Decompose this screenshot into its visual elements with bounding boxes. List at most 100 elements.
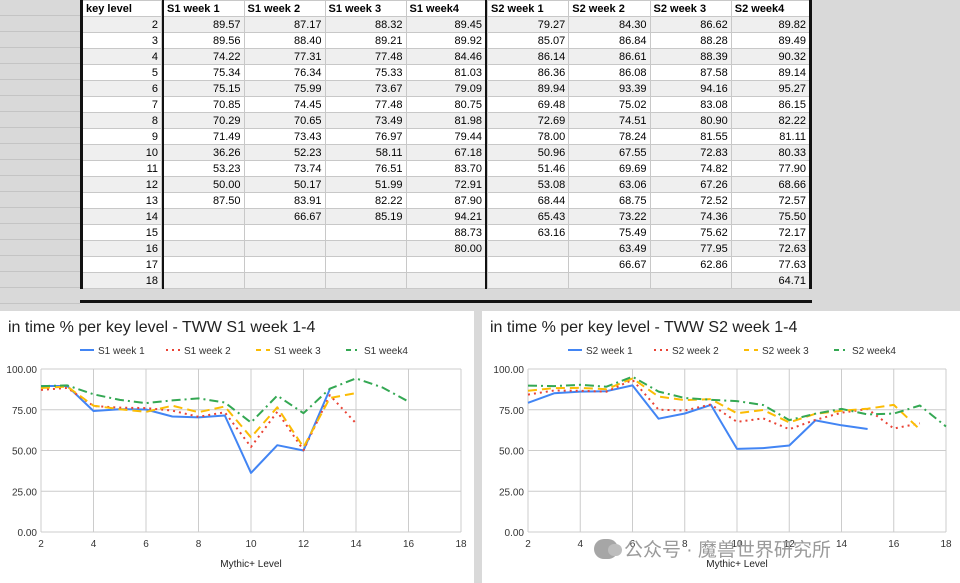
series-line-4[interactable]: [40, 377, 409, 424]
s1-cell[interactable]: 70.29: [162, 112, 245, 129]
s2-cell[interactable]: 82.22: [730, 112, 812, 129]
s2-cell[interactable]: 84.30: [568, 16, 651, 33]
s1-cell[interactable]: 81.98: [405, 112, 487, 129]
s1-cell[interactable]: 88.73: [405, 224, 487, 241]
s2-cell[interactable]: 72.52: [649, 192, 732, 209]
legend-label[interactable]: S1 week4: [364, 346, 408, 357]
s1-header[interactable]: S1 week 1: [162, 0, 245, 17]
s1-cell[interactable]: [324, 272, 407, 289]
s1-cell[interactable]: 70.65: [243, 112, 326, 129]
s1-cell[interactable]: [243, 224, 326, 241]
s1-cell[interactable]: 77.48: [324, 96, 407, 113]
series-line-4[interactable]: [527, 375, 947, 428]
s1-cell[interactable]: 89.21: [324, 32, 407, 49]
s1-cell[interactable]: [162, 224, 245, 241]
s1-cell[interactable]: 75.99: [243, 80, 326, 97]
s1-cell[interactable]: 73.49: [324, 112, 407, 129]
s2-cell[interactable]: 93.39: [568, 80, 651, 97]
key-level-cell[interactable]: 17: [81, 256, 162, 273]
s2-cell[interactable]: 86.14: [486, 48, 570, 65]
s2-header[interactable]: S2 week 2: [568, 0, 651, 17]
key-level-cell[interactable]: 4: [81, 48, 162, 65]
s1-cell[interactable]: [243, 272, 326, 289]
s2-cell[interactable]: 86.36: [486, 64, 570, 81]
series-line-1[interactable]: [41, 385, 331, 474]
series-line-2[interactable]: [527, 378, 921, 431]
series-line-3[interactable]: [40, 385, 357, 449]
s2-cell[interactable]: 86.15: [730, 96, 812, 113]
legend-label[interactable]: S2 week4: [852, 346, 896, 357]
s2-cell[interactable]: 75.62: [649, 224, 732, 241]
s1-cell[interactable]: 84.46: [405, 48, 487, 65]
s2-cell[interactable]: 63.16: [486, 224, 570, 241]
s1-cell[interactable]: [162, 272, 245, 289]
key-level-cell[interactable]: 2: [81, 16, 162, 33]
s1-cell[interactable]: 89.57: [162, 16, 245, 33]
s2-cell[interactable]: 94.16: [649, 80, 732, 97]
s2-cell[interactable]: 80.33: [730, 144, 812, 161]
s2-cell[interactable]: 67.55: [568, 144, 651, 161]
s1-cell[interactable]: 80.00: [405, 240, 487, 257]
s2-header[interactable]: S2 week 1: [486, 0, 570, 17]
s2-cell[interactable]: 90.32: [730, 48, 812, 65]
s2-cell[interactable]: 77.63: [730, 256, 812, 273]
s2-cell[interactable]: 53.08: [486, 176, 570, 193]
s1-cell[interactable]: 51.99: [324, 176, 407, 193]
chart-panel-s2[interactable]: 0.00 25.00 50.00 75.00 100.00 2 4 6 8 10 12 14 16 18 M…: [482, 311, 960, 583]
s1-cell[interactable]: [243, 240, 326, 257]
s2-cell[interactable]: 63.06: [568, 176, 651, 193]
legend-label[interactable]: S1 week 1: [98, 346, 145, 357]
key-level-cell[interactable]: 6: [81, 80, 162, 97]
s1-cell[interactable]: 77.48: [324, 48, 407, 65]
key-level-cell[interactable]: 16: [81, 240, 162, 257]
s2-cell[interactable]: 72.69: [486, 112, 570, 129]
key-level-cell[interactable]: 18: [81, 272, 162, 289]
s1-header[interactable]: S1 week 3: [324, 0, 407, 17]
key-level-cell[interactable]: 5: [81, 64, 162, 81]
s2-cell[interactable]: 89.14: [730, 64, 812, 81]
s2-cell[interactable]: 73.22: [568, 208, 651, 225]
s2-cell[interactable]: 86.61: [568, 48, 651, 65]
s2-cell[interactable]: 72.63: [730, 240, 812, 257]
s2-cell[interactable]: 87.58: [649, 64, 732, 81]
s1-cell[interactable]: 94.21: [405, 208, 487, 225]
s1-cell[interactable]: [324, 240, 407, 257]
key-level-cell[interactable]: 13: [81, 192, 162, 209]
s1-cell[interactable]: 80.75: [405, 96, 487, 113]
s1-cell[interactable]: 75.33: [324, 64, 407, 81]
s2-cell[interactable]: 72.17: [730, 224, 812, 241]
s2-cell[interactable]: 86.62: [649, 16, 732, 33]
s2-cell[interactable]: 81.55: [649, 128, 732, 145]
s1-cell[interactable]: 67.18: [405, 144, 487, 161]
s2-cell[interactable]: 78.00: [486, 128, 570, 145]
s2-cell[interactable]: [486, 240, 570, 257]
chart-panel-s1[interactable]: 0.00 25.00 50.00 75.00 100.00 2 4 6 8 10 12 14 16 18 M…: [0, 311, 474, 583]
s2-cell[interactable]: [568, 272, 651, 289]
s2-cell[interactable]: [649, 272, 732, 289]
s1-cell[interactable]: 88.40: [243, 32, 326, 49]
s1-cell[interactable]: 85.19: [324, 208, 407, 225]
s2-cell[interactable]: 89.94: [486, 80, 570, 97]
legend-label[interactable]: S1 week 2: [184, 346, 231, 357]
s1-cell[interactable]: 53.23: [162, 160, 245, 177]
s2-cell[interactable]: 75.50: [730, 208, 812, 225]
s2-cell[interactable]: 77.90: [730, 160, 812, 177]
s2-cell[interactable]: 74.36: [649, 208, 732, 225]
header-key-level[interactable]: key level: [81, 0, 162, 17]
s2-cell[interactable]: 80.90: [649, 112, 732, 129]
s2-cell[interactable]: 68.75: [568, 192, 651, 209]
s2-cell[interactable]: 72.57: [730, 192, 812, 209]
s2-cell[interactable]: 68.66: [730, 176, 812, 193]
s1-cell[interactable]: 72.91: [405, 176, 487, 193]
s1-cell[interactable]: 73.43: [243, 128, 326, 145]
s1-cell[interactable]: 50.17: [243, 176, 326, 193]
s1-cell[interactable]: [162, 208, 245, 225]
s2-cell[interactable]: 69.69: [568, 160, 651, 177]
s1-cell[interactable]: 87.17: [243, 16, 326, 33]
s1-cell[interactable]: 70.85: [162, 96, 245, 113]
s1-cell[interactable]: 77.31: [243, 48, 326, 65]
s1-header[interactable]: S1 week 2: [243, 0, 326, 17]
s1-cell[interactable]: 89.92: [405, 32, 487, 49]
s1-header[interactable]: S1 week4: [405, 0, 487, 17]
s2-cell[interactable]: 51.46: [486, 160, 570, 177]
